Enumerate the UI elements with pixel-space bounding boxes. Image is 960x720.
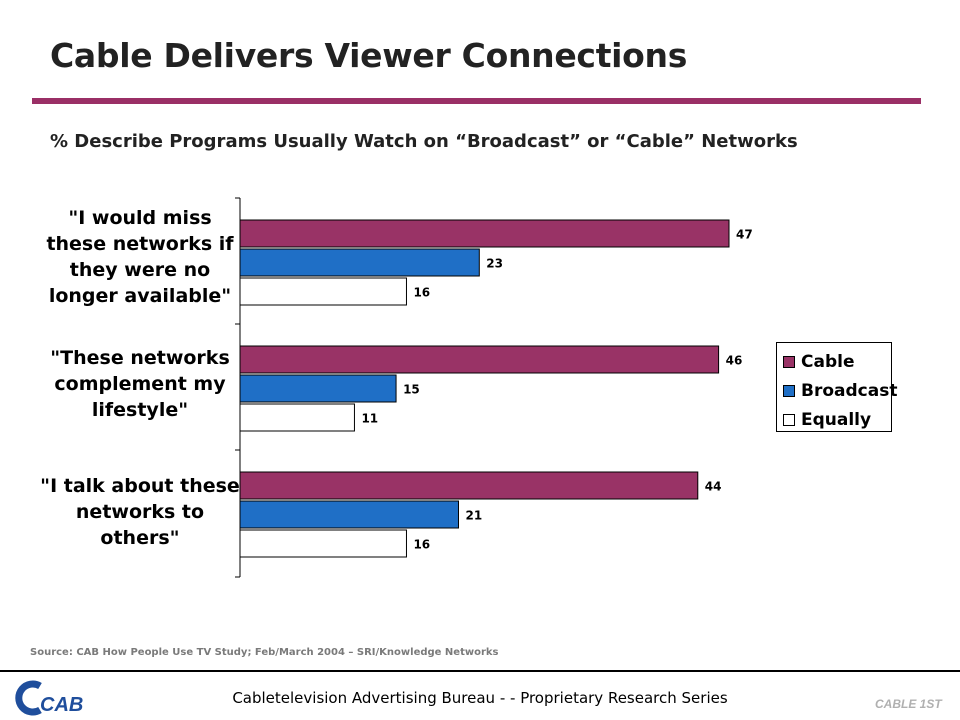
footer-org-text: Cabletelevision Advertising Bureau - - P… xyxy=(232,689,728,707)
data-label-broadcast: 21 xyxy=(465,509,482,523)
data-label-broadcast: 15 xyxy=(403,383,420,397)
cable1st-logo-text: CABLE 1ST xyxy=(875,697,943,711)
legend-item-broadcast: Broadcast xyxy=(783,376,897,405)
legend-label-broadcast: Broadcast xyxy=(801,380,898,401)
bar-equally xyxy=(239,277,407,306)
legend-label-cable: Cable xyxy=(801,351,855,372)
legend-item-cable: Cable xyxy=(783,347,891,376)
bar-broadcast xyxy=(239,500,459,529)
bar-cable xyxy=(239,471,699,500)
bar-broadcast xyxy=(239,374,397,403)
legend-item-equally: Equally xyxy=(783,405,891,434)
title-divider xyxy=(32,98,921,104)
source-note: Source: CAB How People Use TV Study; Feb… xyxy=(30,647,499,658)
footer-divider xyxy=(0,670,960,672)
legend-swatch-equally xyxy=(783,413,795,426)
legend-label-equally: Equally xyxy=(801,409,872,430)
bar-equally xyxy=(239,403,355,432)
legend-swatch-broadcast xyxy=(783,384,795,397)
cab-logo: CAB xyxy=(10,680,100,720)
bar-broadcast xyxy=(239,248,480,277)
cab-logo-text: CAB xyxy=(40,694,83,716)
category-label: "I talk about these networks to others" xyxy=(40,475,240,549)
data-label-equally: 16 xyxy=(413,286,430,300)
data-label-equally: 16 xyxy=(413,538,430,552)
data-label-cable: 44 xyxy=(705,480,722,494)
data-label-broadcast: 23 xyxy=(486,257,503,271)
bar-equally xyxy=(239,529,407,558)
data-label-equally: 11 xyxy=(361,412,378,426)
category-label: "These networks complement my lifestyle" xyxy=(50,347,230,421)
data-label-cable: 47 xyxy=(736,228,753,242)
category-label: "I would miss these networks if they wer… xyxy=(46,207,234,307)
bar-cable xyxy=(239,219,730,248)
cable1st-logo: CABLE 1ST xyxy=(873,688,953,720)
bar-cable xyxy=(239,345,720,374)
legend-swatch-cable xyxy=(783,355,795,368)
chart-subtitle: % Describe Programs Usually Watch on “Br… xyxy=(50,131,798,152)
data-label-cable: 46 xyxy=(726,354,743,368)
page-title: Cable Delivers Viewer Connections xyxy=(50,36,688,75)
chart-legend: Cable Broadcast Equally xyxy=(776,342,897,434)
